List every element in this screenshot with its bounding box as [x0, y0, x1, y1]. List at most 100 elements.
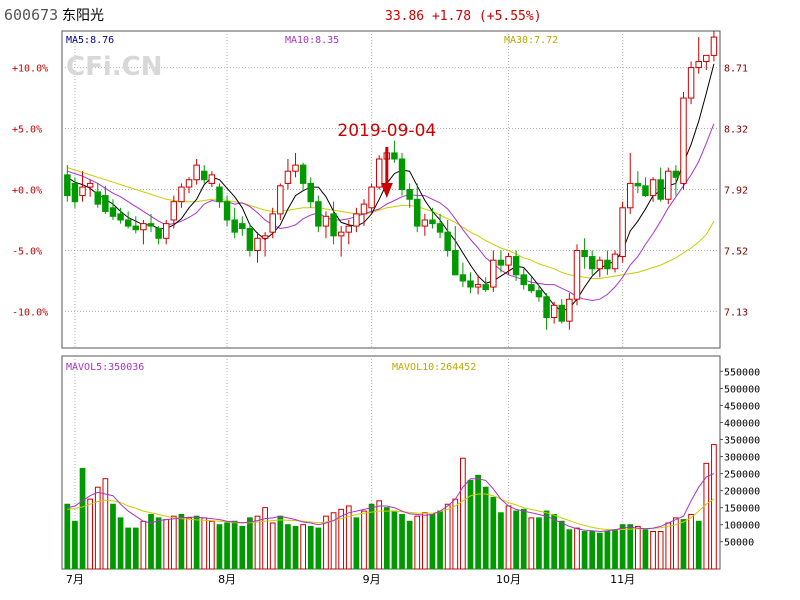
- volume-bar: [148, 513, 154, 570]
- candle-body: [353, 213, 360, 227]
- volume-bar: [589, 531, 596, 570]
- volume-bar: [695, 520, 702, 570]
- pct-tick-label: -10.0%: [12, 307, 48, 318]
- volume-bar: [140, 520, 147, 570]
- volume-bar: [117, 517, 124, 570]
- candle-body: [269, 213, 276, 233]
- pct-tick-label: -5.0%: [12, 246, 42, 257]
- price-quote: 33.86 +1.78 (+5.55%): [385, 9, 542, 24]
- volume-bar: [429, 513, 436, 570]
- pct-tick-label: +10.0%: [12, 64, 48, 75]
- candle-body: [284, 170, 292, 184]
- volume-bar: [406, 520, 413, 570]
- volume-bar: [673, 517, 679, 570]
- candle-body: [528, 284, 535, 292]
- volume-bar: [543, 510, 550, 570]
- candle-body: [292, 164, 299, 172]
- watermark-logo: CFi.CN: [66, 52, 162, 82]
- stock-name: 东阳光: [62, 8, 104, 24]
- candle-body: [535, 290, 543, 298]
- volume-bar: [361, 510, 367, 570]
- volume-bar: [247, 517, 253, 570]
- volume-bar: [596, 532, 603, 570]
- volume-bar: [155, 517, 162, 570]
- volume-bar: [414, 515, 421, 570]
- mavol5-line: [67, 473, 715, 533]
- volume-bar: [566, 529, 573, 570]
- volume-bar: [300, 524, 306, 570]
- volume-tick-label: 50000: [724, 538, 754, 549]
- candle-body: [649, 179, 657, 197]
- volume-bar: [513, 510, 519, 570]
- candle-body: [680, 97, 687, 184]
- volume-bar: [368, 503, 375, 570]
- legend-mavol5: MAVOL5:350036: [66, 362, 144, 373]
- candle-body: [360, 203, 368, 215]
- volume-bar: [482, 486, 489, 570]
- volume-tick-label: 400000: [724, 418, 760, 429]
- volume-bar: [262, 507, 268, 570]
- candle-body: [147, 223, 155, 227]
- candle-body: [79, 186, 86, 197]
- volume-bar: [193, 515, 200, 570]
- candle-body: [414, 198, 421, 227]
- candle-body: [520, 274, 527, 286]
- volume-bar: [269, 522, 276, 570]
- volume-bar: [490, 496, 497, 570]
- price-tick-label: 7.52: [724, 246, 748, 257]
- candle-body: [102, 195, 109, 212]
- volume-bar: [467, 479, 474, 570]
- candle-body: [86, 182, 94, 188]
- price-tick-label: 7.13: [724, 307, 748, 318]
- date-annotation: 2019-09-04: [337, 121, 436, 141]
- volume-bar: [72, 520, 78, 570]
- volume-tick-label: 150000: [724, 504, 760, 515]
- volume-bar: [110, 503, 116, 570]
- candle-body: [201, 170, 208, 181]
- candle-body: [573, 249, 581, 300]
- volume-bar: [125, 527, 132, 570]
- volume-bar: [383, 507, 390, 570]
- volume-tick-label: 250000: [724, 470, 760, 481]
- volume-bar: [627, 524, 634, 570]
- candle-body: [239, 223, 246, 230]
- candle-body: [315, 201, 322, 227]
- volume-bar: [650, 531, 656, 570]
- volume-bar: [391, 510, 398, 570]
- volume-bar: [102, 478, 109, 570]
- volume-bar: [619, 524, 626, 570]
- volume-bar: [558, 520, 565, 570]
- candle-body: [406, 189, 413, 200]
- candle-body: [391, 152, 398, 160]
- volume-bar: [208, 520, 215, 570]
- candle-body: [109, 207, 117, 217]
- volume-bar: [551, 513, 558, 570]
- candle-body: [482, 284, 489, 290]
- candle-body: [474, 284, 482, 288]
- candle-body: [94, 191, 101, 205]
- volume-bar: [688, 513, 694, 570]
- volume-bar: [353, 517, 360, 570]
- volume-panel-frame: [61, 355, 721, 570]
- volume-bar: [536, 517, 542, 570]
- candle-body: [550, 304, 558, 319]
- candle-body: [178, 186, 185, 203]
- volume-bar: [475, 474, 481, 570]
- volume-bar: [79, 467, 86, 570]
- candle-body: [71, 182, 79, 203]
- pct-tick-label: +0.0%: [12, 186, 42, 197]
- volume-bar: [520, 508, 527, 570]
- candle-body: [162, 223, 170, 239]
- volume-bar: [292, 525, 299, 570]
- volume-bar: [323, 515, 329, 570]
- candle-body: [223, 201, 231, 221]
- ma30-line: [67, 167, 715, 279]
- volume-bar: [186, 517, 192, 570]
- volume-bar: [376, 500, 383, 570]
- candle-body: [490, 259, 497, 288]
- candle-body: [710, 36, 718, 56]
- candle-body: [611, 253, 619, 270]
- x-tick-label: 9月: [363, 573, 381, 586]
- volume-tick-label: 450000: [724, 401, 760, 412]
- volume-bar: [444, 503, 451, 570]
